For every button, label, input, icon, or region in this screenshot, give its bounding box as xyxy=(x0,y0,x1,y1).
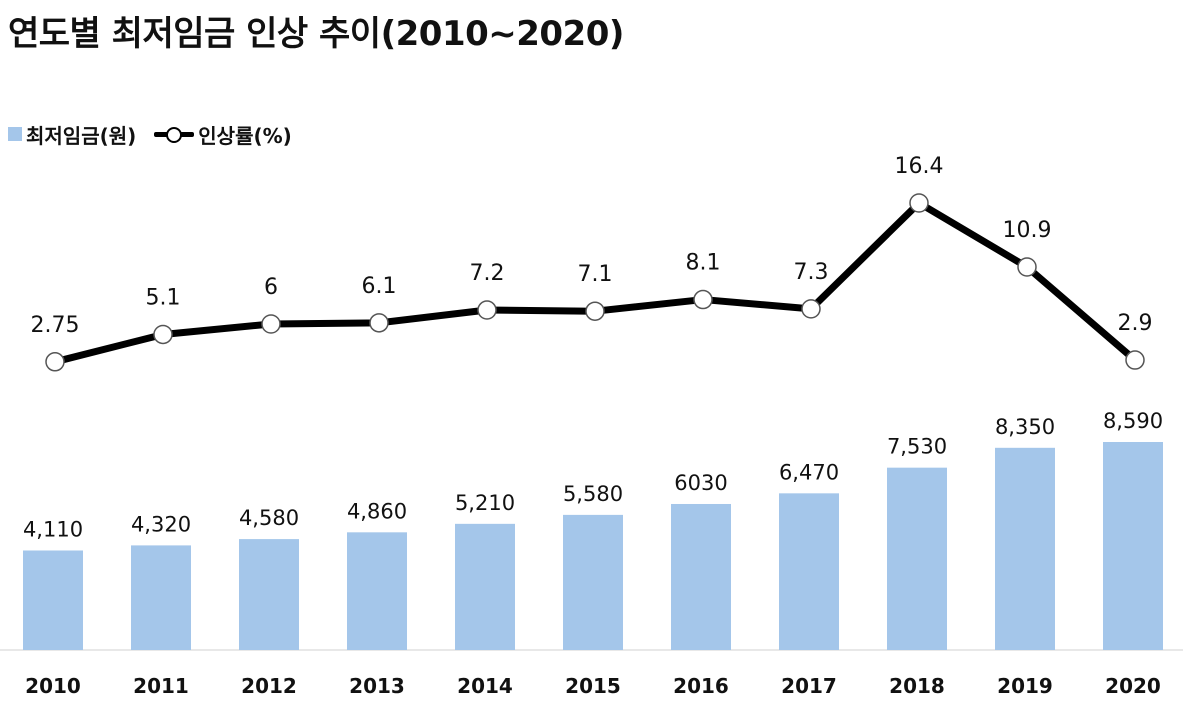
x-tick-2012: 2012 xyxy=(241,674,297,698)
bar-2017 xyxy=(779,493,839,650)
x-tick-2010: 2010 xyxy=(25,674,81,698)
line-point-2015 xyxy=(585,301,605,321)
line-label-2014: 7.2 xyxy=(470,261,505,286)
bar-label-2015: 5,580 xyxy=(563,482,623,506)
line-label-2020: 2.9 xyxy=(1118,311,1153,336)
line-point-2016 xyxy=(693,289,713,310)
line-label-2012: 6 xyxy=(264,275,278,300)
line-point-2018 xyxy=(909,193,929,213)
bar-label-2017: 6,470 xyxy=(779,460,839,484)
page-title: 연도별 최저임금 인상 추이(2010~2020) xyxy=(8,14,624,54)
bar-label-2018: 7,530 xyxy=(887,435,947,459)
legend-item-min-wage: 최저임금(원) xyxy=(8,120,136,149)
bar-2018 xyxy=(887,467,947,650)
x-tick-2014: 2014 xyxy=(457,674,513,698)
line-point-2020 xyxy=(1125,350,1145,370)
bar-label-2010: 4,110 xyxy=(23,517,83,541)
line-point-2017 xyxy=(801,299,821,319)
legend-item-increase-rate: 인상률(%) xyxy=(154,120,292,149)
line-point-2010 xyxy=(45,352,65,372)
line-label-2011: 5.1 xyxy=(146,285,181,310)
legend-label-min-wage: 최저임금(원) xyxy=(26,123,137,148)
legend: 최저임금(원) 인상률(%) xyxy=(8,120,310,148)
x-tick-2015: 2015 xyxy=(565,674,621,698)
x-tick-2018: 2018 xyxy=(889,674,945,698)
x-tick-2020: 2020 xyxy=(1105,674,1161,698)
bar-label-2020: 8,590 xyxy=(1103,409,1163,433)
x-tick-2017: 2017 xyxy=(781,674,837,698)
bar-2020 xyxy=(1103,442,1163,650)
bar-label-2016: 6030 xyxy=(674,471,727,495)
legend-bar-swatch xyxy=(8,127,22,141)
line-label-2018: 16.4 xyxy=(895,154,944,179)
bar-2011 xyxy=(131,545,191,650)
line-label-2013: 6.1 xyxy=(362,274,397,299)
line-label-2017: 7.3 xyxy=(794,260,829,285)
line-point-2013 xyxy=(369,313,389,333)
x-tick-2013: 2013 xyxy=(349,674,405,698)
line-point-2014 xyxy=(477,300,497,320)
bar-2014 xyxy=(455,523,515,650)
bar-2016 xyxy=(671,503,731,650)
line-point-2019 xyxy=(1017,257,1037,277)
legend-line-swatch xyxy=(154,124,195,144)
x-tick-2011: 2011 xyxy=(133,674,189,698)
x-tick-2016: 2016 xyxy=(673,674,729,698)
bar-label-2012: 4,580 xyxy=(239,506,299,530)
bar-2013 xyxy=(347,532,407,650)
bar-label-2013: 4,860 xyxy=(347,499,407,523)
line-point-2012 xyxy=(261,314,281,334)
bar-label-2011: 4,320 xyxy=(131,512,191,536)
bar-label-2019: 8,350 xyxy=(995,415,1055,439)
line-label-2019: 10.9 xyxy=(1003,218,1052,243)
legend-label-increase-rate: 인상률(%) xyxy=(198,123,292,148)
bar-label-2014: 5,210 xyxy=(455,491,515,515)
x-tick-2019: 2019 xyxy=(997,674,1053,698)
line-point-2011 xyxy=(153,324,173,345)
line-label-2015: 7.1 xyxy=(578,262,613,287)
line-label-2010: 2.75 xyxy=(31,313,80,338)
bar-2010 xyxy=(23,550,83,650)
bar-2012 xyxy=(239,539,299,650)
bar-2019 xyxy=(995,447,1055,650)
line-label-2016: 8.1 xyxy=(686,251,721,276)
bar-2015 xyxy=(563,514,623,650)
